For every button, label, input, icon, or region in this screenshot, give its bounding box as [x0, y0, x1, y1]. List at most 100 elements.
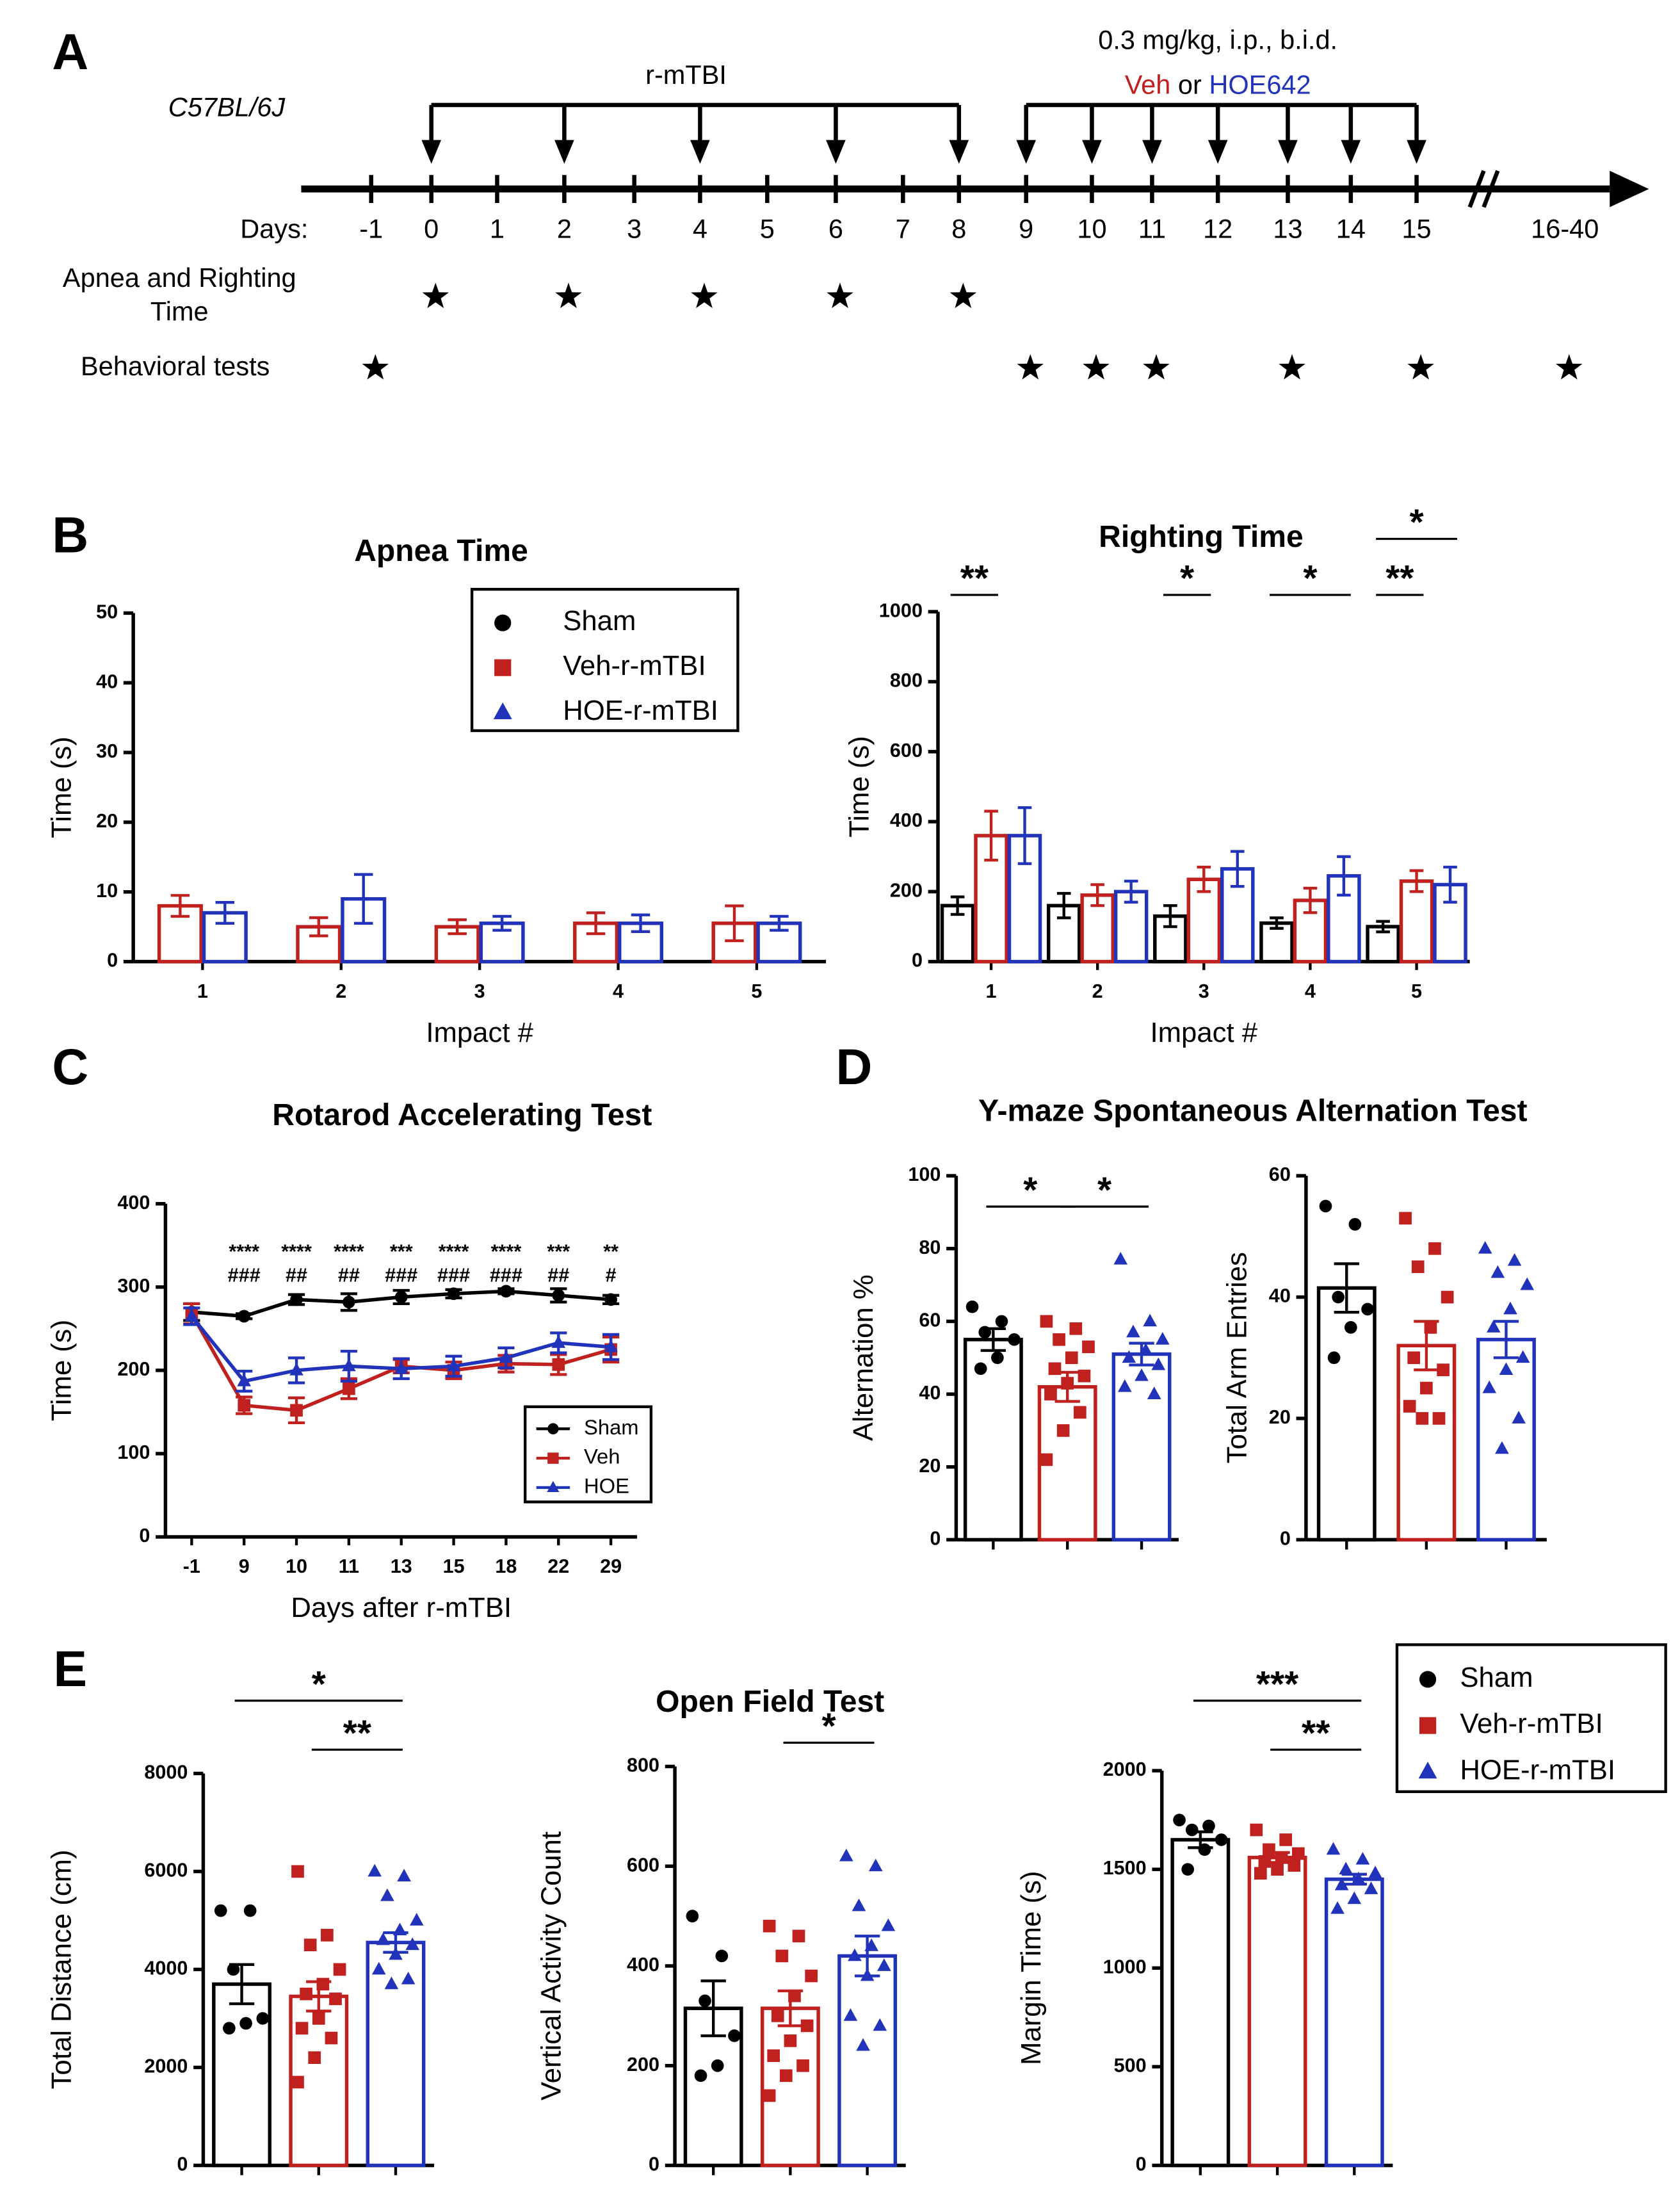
treatment-bracket-arrowhead — [1082, 140, 1102, 164]
bar — [1170, 1838, 1231, 2168]
vehicle: Veh — [1125, 69, 1171, 99]
data-point — [1271, 1863, 1284, 1876]
data-point — [214, 1904, 227, 1917]
data-point — [868, 1858, 883, 1872]
data-point — [1151, 1357, 1166, 1370]
significance-label: * — [1303, 558, 1318, 599]
data-point — [1250, 1823, 1263, 1837]
data-point — [312, 2012, 325, 2025]
axis-break — [1467, 170, 1486, 208]
data-point — [1503, 1301, 1517, 1315]
y-tick-label: 100 — [117, 1441, 150, 1463]
y-axis-label: Vertical Activity Count — [535, 1831, 567, 2100]
significance-label: * — [312, 1664, 327, 1705]
data-point — [1185, 1823, 1199, 1837]
annotation: ### — [385, 1265, 417, 1287]
chart-title: Apnea Time — [354, 533, 528, 568]
panel-label: C — [52, 1039, 88, 1095]
y-tick-label: 800 — [627, 1755, 659, 1776]
or: or — [1178, 69, 1202, 99]
legend-label: Veh — [584, 1445, 620, 1468]
data-point — [796, 2059, 809, 2072]
data-point — [447, 1287, 460, 1301]
annotation: ### — [228, 1265, 261, 1287]
y-tick-label: 0 — [177, 2154, 188, 2175]
data-point — [1416, 1412, 1429, 1425]
data-point — [1082, 1340, 1095, 1354]
row-label: Behavioral tests — [81, 351, 270, 381]
significance-label: ** — [1302, 1713, 1330, 1753]
y-tick-label: 800 — [890, 670, 923, 692]
data-point — [1348, 1218, 1362, 1231]
data-point — [995, 1315, 1008, 1328]
star — [362, 354, 389, 380]
legend-marker — [493, 702, 512, 720]
dose-label: 0.3 mg/kg, i.p., b.i.d. — [1098, 25, 1337, 55]
data-point — [552, 1358, 565, 1371]
day-label: 0 — [424, 214, 439, 244]
legend-label: Veh-r-mTBI — [563, 650, 706, 681]
legend-label: Sham — [584, 1415, 639, 1439]
data-point — [1113, 1252, 1128, 1265]
data-point — [1065, 1351, 1078, 1365]
y-tick-label: 20 — [96, 810, 118, 832]
x-tick-label: 1 — [986, 980, 997, 1002]
data-point — [763, 1919, 776, 1933]
data-point — [1420, 1381, 1433, 1395]
data-point — [1330, 1901, 1345, 1914]
significance-label: ** — [1385, 558, 1414, 599]
bar — [1111, 1352, 1172, 1542]
significance-label: * — [821, 1707, 836, 1747]
annotation: ### — [437, 1265, 470, 1287]
axis-break — [1482, 170, 1500, 208]
data-point — [321, 1929, 334, 1942]
legend-marker — [494, 614, 512, 631]
legend-marker — [547, 1423, 559, 1434]
data-point — [290, 1404, 303, 1417]
data-point — [1292, 1847, 1305, 1860]
y-tick-label: 0 — [1280, 1527, 1291, 1549]
significance-label: * — [1097, 1170, 1112, 1210]
legend-box — [1395, 1643, 1667, 1794]
data-point — [839, 1848, 853, 1862]
data-point — [1428, 1242, 1441, 1255]
legend-marker — [1419, 1671, 1437, 1688]
data-point — [1344, 1321, 1357, 1334]
y-tick-label: 0 — [649, 2154, 659, 2175]
legend-label: Veh-r-mTBI — [1460, 1708, 1603, 1739]
x-tick-label: 13 — [391, 1555, 412, 1577]
annotation: *** — [390, 1240, 413, 1262]
data-point — [1432, 1412, 1446, 1425]
data-point — [291, 2075, 304, 2089]
data-point — [848, 1948, 862, 1961]
chart-title: Rotarod Accelerating Test — [272, 1098, 652, 1132]
data-point — [238, 1310, 251, 1323]
data-point — [1499, 1362, 1514, 1376]
y-axis-label: Time (s) — [843, 736, 875, 838]
data-point — [1126, 1324, 1140, 1338]
y-tick-label: 200 — [890, 879, 923, 901]
data-point — [499, 1350, 513, 1363]
data-point — [1078, 1369, 1091, 1383]
data-point — [1486, 1320, 1501, 1333]
data-point — [1135, 1368, 1149, 1381]
days-label: Days: — [240, 214, 308, 244]
data-point — [1044, 1388, 1057, 1400]
significance-label: ** — [960, 558, 989, 599]
legend-marker — [1418, 1761, 1437, 1779]
data-point — [1407, 1351, 1421, 1365]
y-tick-label: 50 — [96, 601, 118, 622]
data-point — [780, 2069, 793, 2082]
x-tick-label: 18 — [495, 1555, 517, 1577]
data-point — [384, 1976, 399, 1990]
data-point — [1332, 1290, 1345, 1304]
y-tick-label: 80 — [919, 1237, 941, 1258]
annotation: **** — [281, 1240, 312, 1262]
data-point — [1399, 1212, 1412, 1225]
data-point — [1053, 1333, 1065, 1346]
treatment-bracket-arrowhead — [1407, 140, 1426, 164]
x-tick-label: 1 — [197, 980, 208, 1002]
strain: C57BL/6J — [168, 92, 286, 122]
data-point — [184, 1308, 199, 1322]
data-point — [715, 1949, 729, 1963]
